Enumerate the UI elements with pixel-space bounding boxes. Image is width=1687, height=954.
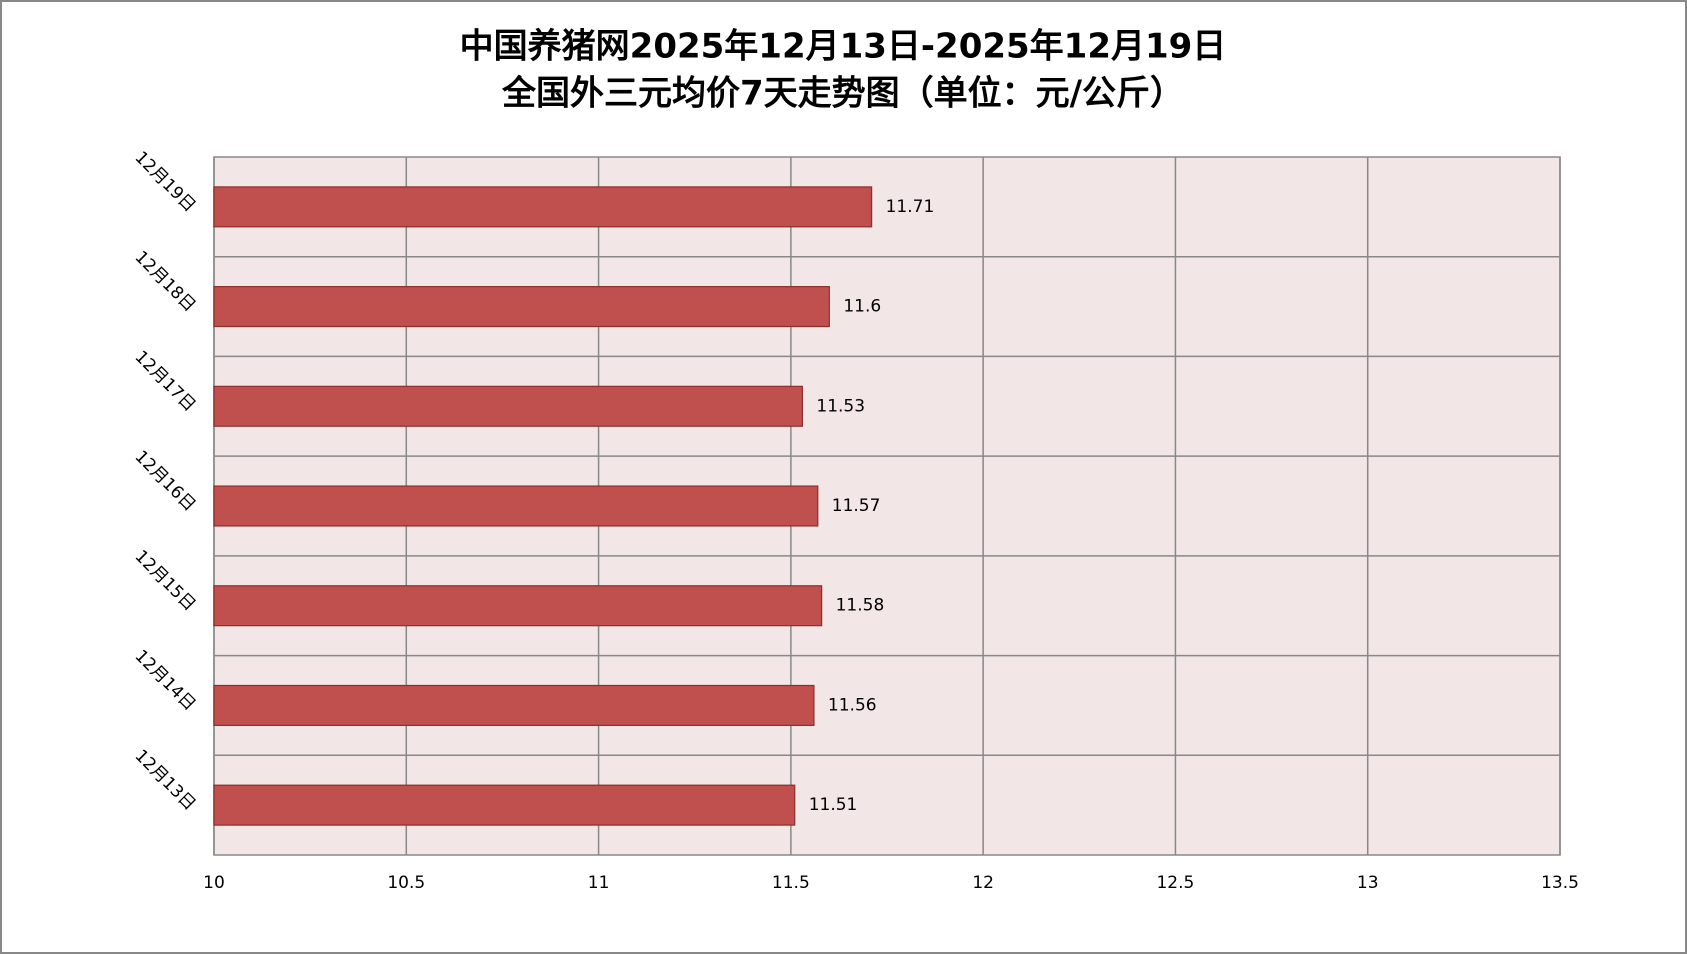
x-tick-label: 12.5 [1156, 873, 1194, 893]
chart-title: 中国养猪网2025年12月13日-2025年12月19日 [460, 27, 1227, 67]
value-label: 11.58 [836, 596, 885, 616]
value-label: 11.57 [832, 496, 881, 516]
x-tick-label: 13.5 [1541, 873, 1579, 893]
value-label: 11.56 [828, 695, 877, 715]
x-tick-label: 12 [972, 873, 994, 893]
x-tick-label: 10 [203, 873, 225, 893]
value-label: 11.53 [816, 396, 865, 416]
x-tick-label: 10.5 [387, 873, 425, 893]
bar [213, 385, 803, 427]
x-tick-label: 13 [1357, 873, 1379, 893]
bar [213, 485, 819, 527]
value-label: 11.6 [843, 297, 881, 317]
bar [213, 286, 830, 328]
bar [213, 784, 796, 826]
value-label: 11.51 [809, 795, 858, 815]
x-tick-label: 11 [588, 873, 610, 893]
value-label: 11.71 [886, 197, 935, 217]
bar [213, 684, 815, 726]
bar [213, 585, 823, 627]
chart-subtitle: 全国外三元均价7天走势图（单位：元/公斤） [501, 74, 1184, 114]
x-tick-label: 11.5 [772, 873, 810, 893]
bar [213, 186, 873, 228]
